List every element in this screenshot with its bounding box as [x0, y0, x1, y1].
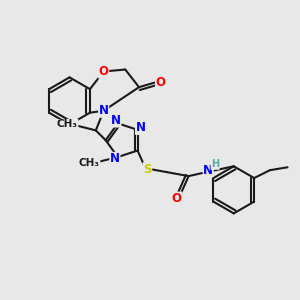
Text: N: N: [136, 121, 146, 134]
Text: CH₃: CH₃: [79, 158, 100, 168]
Text: N: N: [110, 152, 120, 166]
Text: O: O: [156, 76, 166, 89]
Text: H: H: [211, 159, 219, 169]
Text: O: O: [99, 65, 109, 78]
Text: CH₃: CH₃: [57, 119, 78, 130]
Text: S: S: [143, 163, 152, 176]
Text: O: O: [172, 192, 182, 205]
Text: N: N: [111, 114, 121, 127]
Text: N: N: [99, 104, 109, 117]
Text: N: N: [203, 164, 213, 177]
